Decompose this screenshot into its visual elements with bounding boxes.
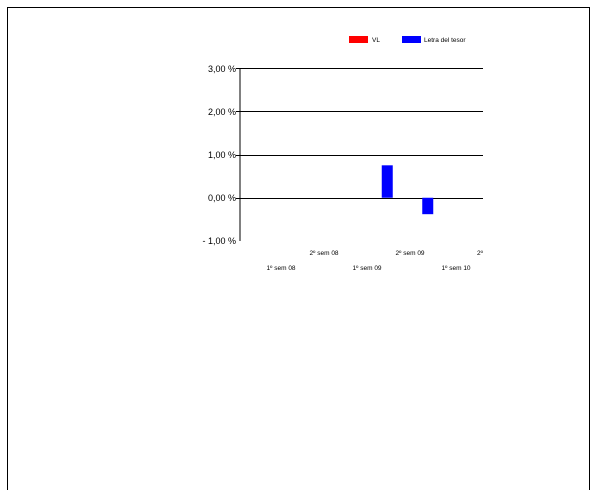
legend-swatch-letra (402, 36, 421, 43)
y-tick-label: 3,00 % (208, 64, 236, 74)
legend: VL Letra del tesor (349, 36, 466, 44)
x-tick-label: 1º sem 09 (352, 265, 381, 272)
y-tick-label: 1,00 % (208, 150, 236, 160)
x-tick-label: 2º sem 08 (309, 250, 338, 257)
y-tick-label: 2,00 % (208, 107, 236, 117)
gridlines (236, 68, 483, 199)
chart-frame (7, 7, 590, 490)
y-tick-label: 0,00 % (208, 193, 236, 203)
bar-letra-del-tesor-3 (381, 165, 393, 198)
y-tick-label: - 1,00 % (202, 236, 236, 246)
x-tick-label: 2º sem 09 (395, 250, 424, 257)
bars (381, 165, 434, 215)
legend-label-letra: Letra del tesor (424, 37, 466, 44)
legend-label-vl: VL (372, 37, 380, 44)
y-tick-labels: 3,00 % 2,00 % 1,00 % 0,00 % - 1,00 % (202, 64, 236, 246)
x-tick-labels: 2º sem 08 2º sem 09 2º 1º sem 08 1º sem … (266, 250, 483, 272)
x-tick-label: 1º sem 08 (266, 265, 295, 272)
x-tick-label: 2º (477, 250, 484, 257)
legend-swatch-vl (349, 36, 368, 43)
x-tick-label: 1º sem 10 (441, 265, 470, 272)
bar-letra-del-tesor-4 (422, 197, 434, 215)
